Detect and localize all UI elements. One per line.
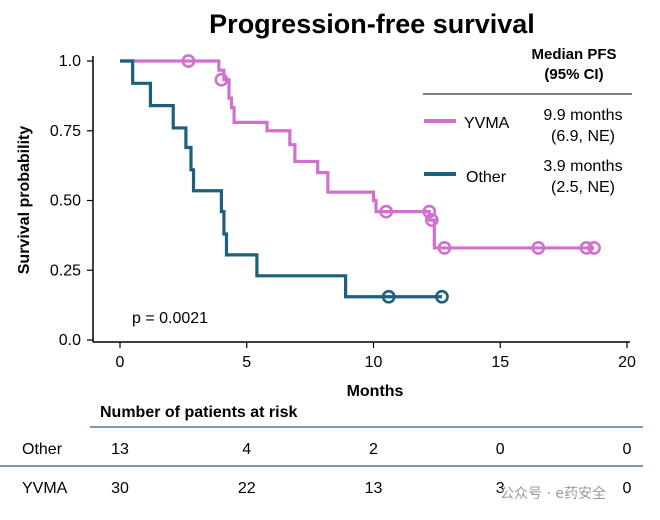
x-tick-label: 20 xyxy=(618,354,636,371)
risk-row-label: Other xyxy=(22,441,63,458)
y-tick-label: 0.50 xyxy=(50,193,81,210)
censor-mark-yvma xyxy=(214,72,229,87)
y-axis-label: Survival probability xyxy=(16,126,33,275)
legend: Median PFS (95% CI) YVMA 9.9 months (6.9… xyxy=(423,46,632,196)
legend-ci-yvma: (6.9, NE) xyxy=(551,128,615,145)
x-tick-label: 0 xyxy=(116,354,125,371)
risk-cell: 0 xyxy=(623,441,632,458)
legend-header-line1: Median PFS xyxy=(531,46,616,63)
legend-label-yvma: YVMA xyxy=(464,115,510,132)
censor-mark-other xyxy=(381,289,396,304)
risk-cell: 22 xyxy=(238,480,256,497)
legend-median-yvma: 9.9 months xyxy=(543,107,622,124)
y-tick-label: 0.0 xyxy=(59,332,81,349)
risk-table-title: Number of patients at risk xyxy=(100,404,297,421)
y-tick-label: 1.0 xyxy=(59,53,81,70)
x-tick-label: 15 xyxy=(491,354,509,371)
risk-row-label: YVMA xyxy=(22,480,68,497)
censor-mark-yvma xyxy=(424,213,439,227)
x-tick-label: 5 xyxy=(242,354,251,371)
legend-ci-other: (2.5, NE) xyxy=(551,179,615,196)
survival-curves xyxy=(120,54,601,304)
risk-cell: 0 xyxy=(623,480,632,497)
y-ticks: 0.0 0.25 0.50 0.75 1.0 xyxy=(50,53,93,349)
watermark: 公众号 · e药安全 xyxy=(500,485,606,502)
censor-mark-yvma xyxy=(422,204,437,219)
censor-mark-yvma xyxy=(379,204,394,219)
x-tick-label: 10 xyxy=(365,354,383,371)
risk-table: Number of patients at risk Other 13 4 2 0 0 YV… xyxy=(0,404,643,497)
risk-cell: 2 xyxy=(369,441,378,458)
censor-mark-yvma xyxy=(587,241,601,255)
censor-mark-yvma xyxy=(579,241,594,255)
censor-mark-other xyxy=(435,289,449,304)
risk-cell: 30 xyxy=(111,480,129,497)
legend-header-line2: (95% CI) xyxy=(544,66,603,83)
risk-cell: 4 xyxy=(242,441,251,458)
risk-cell: 13 xyxy=(365,480,383,497)
risk-cell: 3 xyxy=(496,480,505,497)
x-axis-label: Months xyxy=(347,383,404,400)
series-line-other xyxy=(120,59,442,299)
y-tick-label: 0.25 xyxy=(50,262,81,279)
p-value-annotation: p = 0.0021 xyxy=(132,310,208,327)
chart-title: Progression-free survival xyxy=(209,9,535,39)
legend-median-other: 3.9 months xyxy=(543,158,622,175)
y-tick-label: 0.75 xyxy=(50,123,81,140)
censor-mark-yvma xyxy=(437,241,452,255)
censor-mark-yvma xyxy=(531,241,546,255)
legend-label-other: Other xyxy=(466,169,507,186)
censor-mark-yvma xyxy=(181,54,196,68)
risk-cell: 0 xyxy=(496,441,505,458)
x-ticks: 0 5 10 15 20 xyxy=(116,342,636,371)
risk-cell: 13 xyxy=(111,441,129,458)
